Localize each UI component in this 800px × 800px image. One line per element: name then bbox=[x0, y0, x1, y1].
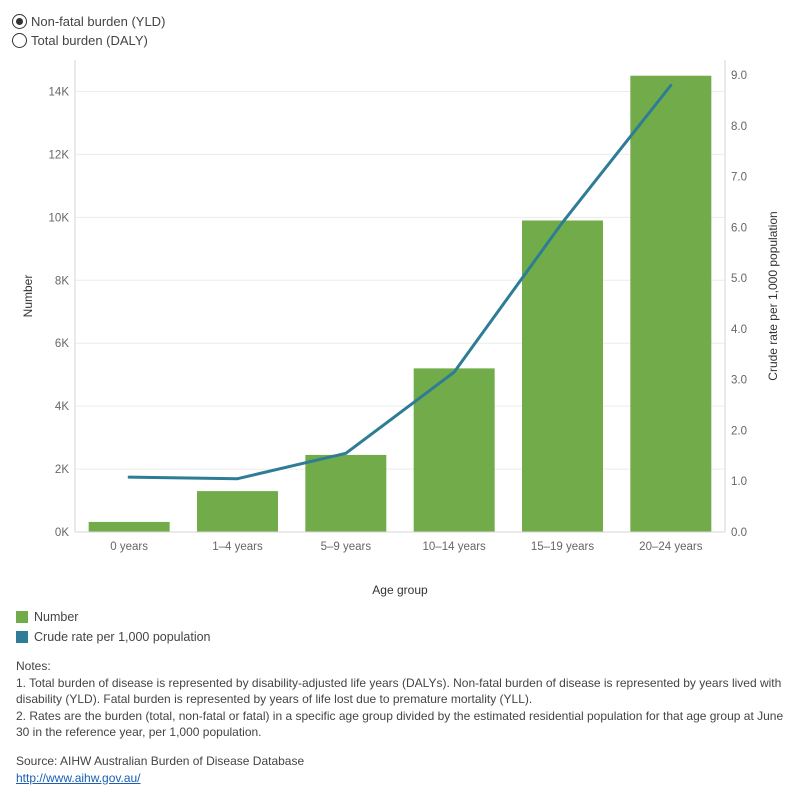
legend-item-rate[interactable]: Crude rate per 1,000 population bbox=[16, 627, 211, 647]
legend: Number Crude rate per 1,000 population bbox=[16, 607, 211, 647]
y-axis-title: Number bbox=[21, 275, 35, 318]
note-2: 2. Rates are the burden (total, non-fata… bbox=[16, 708, 784, 740]
x-tick-label: 5–9 years bbox=[321, 541, 372, 553]
y2-tick-label: 5.0 bbox=[731, 273, 747, 285]
x-tick-label: 15–19 years bbox=[531, 541, 595, 553]
rate-line bbox=[127, 83, 673, 481]
x-tick-label: 0 years bbox=[110, 541, 148, 553]
bar bbox=[197, 491, 278, 532]
y2-tick-label: 6.0 bbox=[731, 222, 747, 234]
burden-type-selector: Non-fatal burden (YLD) Total burden (DAL… bbox=[12, 12, 165, 50]
y-tick-label: 2K bbox=[55, 464, 69, 476]
y-tick-label: 8K bbox=[55, 275, 69, 287]
bar bbox=[88, 521, 170, 532]
bar bbox=[630, 75, 712, 532]
source-text: Source: AIHW Australian Burden of Diseas… bbox=[16, 754, 305, 768]
y2-tick-label: 2.0 bbox=[731, 425, 747, 437]
line-point bbox=[670, 84, 672, 87]
y2-tick-label: 9.0 bbox=[731, 70, 747, 82]
radio-label-daly: Total burden (DALY) bbox=[31, 33, 148, 48]
y2-tick-label: 7.0 bbox=[731, 172, 747, 184]
y2-axis-title: Crude rate per 1,000 population bbox=[766, 211, 780, 380]
source-link[interactable]: http://www.aihw.gov.au/ bbox=[16, 770, 141, 785]
y-tick-label: 4K bbox=[55, 401, 69, 413]
x-tick-label: 20–24 years bbox=[639, 541, 703, 553]
radio-unchecked-icon[interactable] bbox=[12, 33, 27, 48]
y-tick-label: 14K bbox=[49, 86, 70, 98]
bar bbox=[522, 220, 603, 533]
x-tick-label: 1–4 years bbox=[212, 541, 263, 553]
source-block: Source: AIHW Australian Burden of Diseas… bbox=[16, 753, 304, 786]
note-1: 1. Total burden of disease is represente… bbox=[16, 675, 782, 707]
y-tick-label: 0K bbox=[55, 527, 69, 539]
y2-tick-label: 4.0 bbox=[731, 324, 747, 336]
y2-tick-label: 3.0 bbox=[731, 375, 747, 387]
x-tick-label: 10–14 years bbox=[423, 541, 487, 553]
combo-chart: 0K 2K 4K 6K 8K 10K 12K 14K 0.0 1.0 2.0 3.0 4.0 5.0 6.0… bbox=[21, 60, 780, 597]
y2-tick-label: 0.0 bbox=[731, 527, 747, 539]
y-tick-label: 10K bbox=[49, 212, 70, 224]
bar-series bbox=[88, 75, 712, 533]
grid-lines bbox=[75, 90, 725, 470]
y-tick-label: 12K bbox=[49, 149, 70, 161]
bar bbox=[413, 368, 495, 532]
legend-item-number[interactable]: Number bbox=[16, 607, 211, 627]
line-point bbox=[345, 452, 347, 455]
x-axis-title: Age group bbox=[372, 583, 428, 597]
y2-tick-label: 8.0 bbox=[731, 121, 747, 133]
radio-checked-icon[interactable] bbox=[12, 14, 27, 29]
line-series bbox=[127, 83, 673, 481]
line-point bbox=[561, 221, 564, 224]
legend-swatch-number bbox=[16, 611, 28, 623]
line-point bbox=[453, 371, 455, 373]
y2-tick-label: 1.0 bbox=[731, 476, 747, 488]
radio-option-yld[interactable]: Non-fatal burden (YLD) bbox=[12, 12, 165, 31]
y-tick-label: 6K bbox=[55, 338, 69, 350]
line-point bbox=[128, 476, 130, 478]
legend-label-number: Number bbox=[34, 610, 79, 624]
axes: 0K 2K 4K 6K 8K 10K 12K 14K 0.0 1.0 2.0 3.0 4.0 5.0 6.0… bbox=[49, 60, 747, 553]
legend-label-rate: Crude rate per 1,000 population bbox=[34, 630, 211, 644]
notes: Notes: 1. Total burden of disease is rep… bbox=[16, 658, 788, 741]
radio-label-yld: Non-fatal burden (YLD) bbox=[31, 14, 166, 29]
bar bbox=[305, 454, 387, 532]
radio-option-daly[interactable]: Total burden (DALY) bbox=[12, 31, 165, 50]
line-point bbox=[236, 477, 239, 480]
notes-heading: Notes: bbox=[16, 659, 51, 673]
legend-swatch-rate bbox=[16, 631, 28, 643]
